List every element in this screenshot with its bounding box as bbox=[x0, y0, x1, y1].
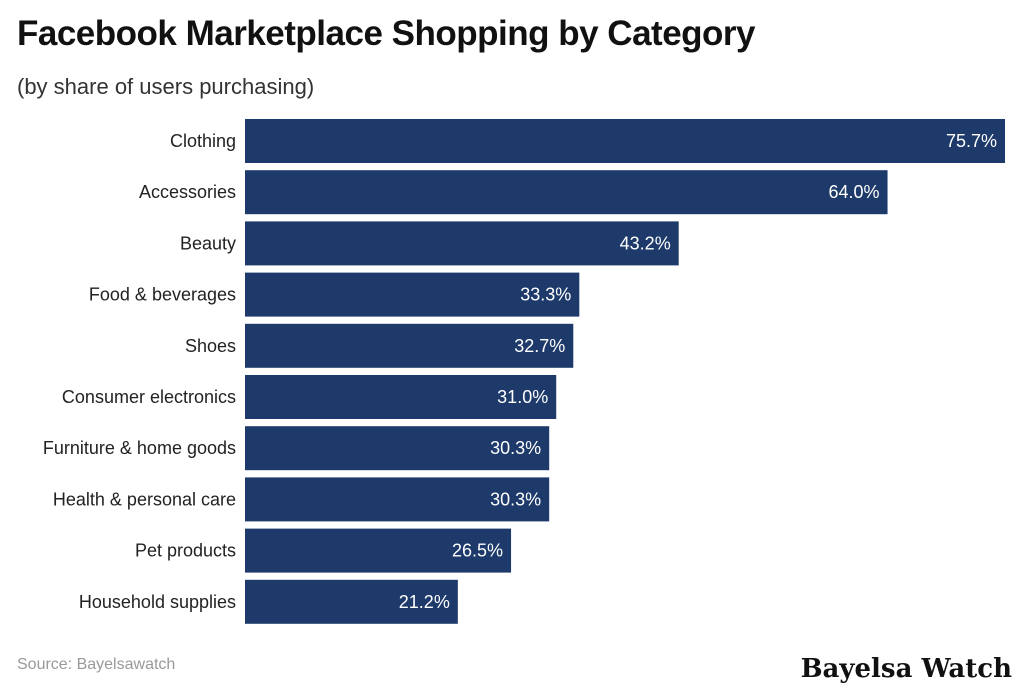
bar bbox=[245, 426, 550, 471]
bar bbox=[245, 323, 574, 368]
value-label: 31.0% bbox=[497, 387, 548, 407]
category-label: Shoes bbox=[185, 336, 236, 356]
category-label: Clothing bbox=[170, 131, 236, 151]
chart-title: Facebook Marketplace Shopping by Categor… bbox=[17, 14, 756, 53]
category-label: Consumer electronics bbox=[62, 387, 236, 407]
value-label: 33.3% bbox=[520, 285, 571, 305]
value-label: 43.2% bbox=[620, 233, 671, 253]
category-label: Health & personal care bbox=[53, 489, 236, 509]
category-label: Pet products bbox=[135, 541, 236, 561]
value-label: 64.0% bbox=[828, 182, 879, 202]
value-label: 75.7% bbox=[946, 131, 997, 151]
chart-subtitle: (by share of users purchasing) bbox=[17, 74, 315, 99]
category-label: Accessories bbox=[139, 182, 236, 202]
bar bbox=[245, 528, 512, 573]
value-label: 30.3% bbox=[490, 438, 541, 458]
value-label: 26.5% bbox=[452, 541, 503, 561]
category-label: Household supplies bbox=[79, 592, 236, 612]
category-label: Furniture & home goods bbox=[43, 438, 236, 458]
bar bbox=[245, 119, 1005, 163]
value-label: 21.2% bbox=[399, 592, 450, 612]
brand-logo: Bayelsa Watch bbox=[800, 654, 1012, 684]
bar bbox=[245, 221, 679, 266]
bar-chart: Clothing 75.7% Accessories 64.0% Beauty 43.2%… bbox=[43, 119, 1005, 624]
bar bbox=[245, 375, 557, 419]
category-label: Food & beverages bbox=[89, 285, 236, 305]
bar bbox=[245, 477, 550, 522]
value-label: 30.3% bbox=[490, 489, 541, 509]
category-label: Beauty bbox=[180, 233, 236, 253]
bar bbox=[245, 170, 888, 215]
bar bbox=[245, 272, 580, 317]
value-label: 32.7% bbox=[514, 336, 565, 356]
source-note: Source: Bayelsawatch bbox=[17, 656, 176, 673]
bar bbox=[245, 579, 458, 624]
